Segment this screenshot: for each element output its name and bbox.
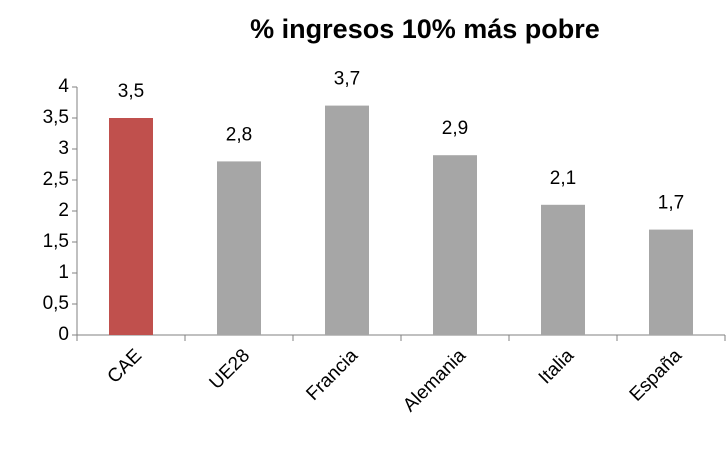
value-label: 3,5 bbox=[118, 81, 144, 102]
y-tick-label: 3,5 bbox=[43, 107, 69, 128]
y-tick-label: 1 bbox=[58, 262, 69, 283]
y-tick-label: 2 bbox=[58, 200, 69, 221]
x-tick-label: CAE bbox=[104, 345, 146, 387]
value-label: 1,7 bbox=[658, 193, 684, 214]
bar bbox=[649, 229, 693, 335]
x-tick-label: UE28 bbox=[206, 345, 254, 393]
y-tick-label: 4 bbox=[58, 76, 69, 97]
bar bbox=[109, 118, 153, 335]
x-tick-label: Italia bbox=[535, 345, 579, 389]
bar bbox=[217, 161, 261, 335]
y-tick-label: 3 bbox=[58, 138, 69, 159]
bar bbox=[325, 105, 369, 335]
y-tick-label: 2,5 bbox=[43, 169, 69, 190]
bar bbox=[433, 155, 477, 335]
y-tick-label: 0 bbox=[58, 324, 69, 345]
value-label: 2,8 bbox=[226, 124, 252, 145]
value-label: 2,9 bbox=[442, 118, 468, 139]
chart-title: % ingresos 10% más pobre bbox=[250, 14, 600, 44]
x-tick-label: Francia bbox=[302, 345, 362, 405]
y-tick-label: 0,5 bbox=[43, 293, 69, 314]
bar bbox=[541, 204, 585, 335]
x-tick-label: Alemania bbox=[399, 345, 470, 416]
y-tick-label: 1,5 bbox=[43, 231, 69, 252]
x-tick-label: España bbox=[626, 345, 687, 406]
value-label: 3,7 bbox=[334, 69, 360, 90]
value-label: 2,1 bbox=[550, 168, 576, 189]
